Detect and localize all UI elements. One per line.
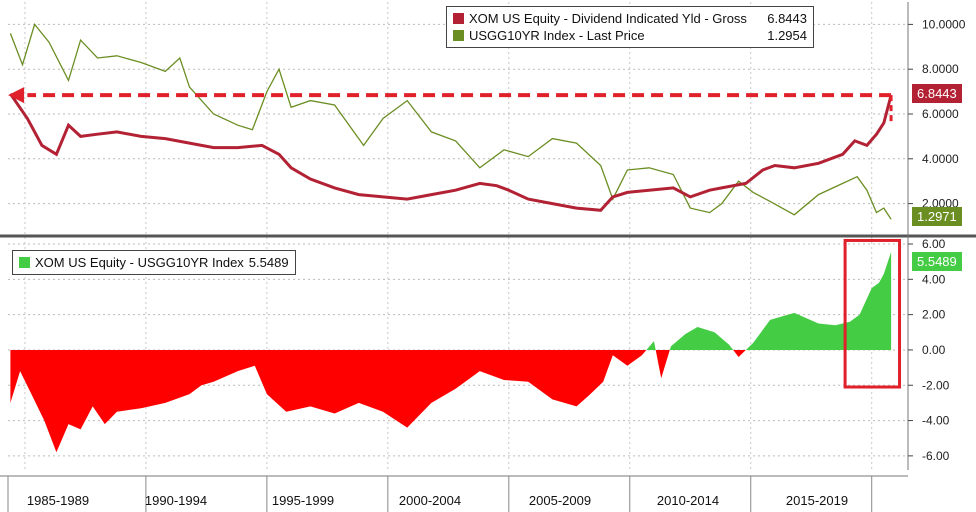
top-ytick-label-0: 10.0000 xyxy=(922,17,966,31)
legend-value-xom-yield: 6.8443 xyxy=(767,11,807,26)
series-line-xom-yield xyxy=(9,92,893,212)
legend-row-xom-yield: XOM US Equity - Dividend Indicated Yld -… xyxy=(453,10,807,27)
legend-row-spread: XOM US Equity - USGG10YR Index 5.5489 xyxy=(19,254,289,271)
top-legend: XOM US Equity - Dividend Indicated Yld -… xyxy=(446,6,814,48)
bottom-ytick-label-3: 0.00 xyxy=(922,343,946,357)
badge-spread: 5.5489 xyxy=(912,252,962,271)
x-label-1990-1994: 1990-1994 xyxy=(144,493,208,508)
legend-swatch-spread xyxy=(19,257,30,268)
series-line-usgg10yr xyxy=(9,23,892,220)
x-label-1985-1989: 1985-1989 xyxy=(26,493,90,508)
bottom-legend: XOM US Equity - USGG10YR Index 5.5489 xyxy=(12,250,296,275)
legend-value-spread: 5.5489 xyxy=(248,255,289,270)
x-label-1995-1999: 1995-1999 xyxy=(271,493,335,508)
legend-label-spread: XOM US Equity - USGG10YR Index xyxy=(35,255,244,270)
legend-swatch-xom-yield xyxy=(453,13,464,24)
legend-label-xom-yield: XOM US Equity - Dividend Indicated Yld -… xyxy=(469,11,747,26)
spread-area-positive xyxy=(646,251,892,350)
badge-usgg10yr: 1.2971 xyxy=(912,207,962,226)
badge-xom-yield: 6.8443 xyxy=(912,84,962,103)
top-ytick-label-2: 6.0000 xyxy=(922,107,959,121)
bottom-ytick-label-4: -2.00 xyxy=(922,378,950,392)
highlight-box xyxy=(843,238,902,389)
bottom-ytick-label-6: -6.00 xyxy=(922,449,950,463)
reference-arrowhead xyxy=(8,87,25,104)
top-ytick-label-1: 8.0000 xyxy=(922,62,959,76)
legend-value-usgg10yr: 1.2954 xyxy=(767,28,807,43)
legend-row-usgg10yr: USGG10YR Index - Last Price 1.2954 xyxy=(453,27,807,44)
legend-swatch-usgg10yr xyxy=(453,30,464,41)
bottom-ytick-label-2: 2.00 xyxy=(922,308,946,322)
spread-area-negative xyxy=(10,349,892,453)
x-label-2005-2009: 2005-2009 xyxy=(528,493,592,508)
top-ytick-label-3: 4.0000 xyxy=(922,152,959,166)
x-label-2000-2004: 2000-2004 xyxy=(398,493,462,508)
bottom-ytick-label-1: 4.00 xyxy=(922,272,946,286)
x-label-2015-2019: 2015-2019 xyxy=(785,493,849,508)
bottom-ytick-label-5: -4.00 xyxy=(922,414,950,428)
legend-label-usgg10yr: USGG10YR Index - Last Price xyxy=(469,28,645,43)
bottom-ytick-label-0: 6.00 xyxy=(922,237,946,251)
x-label-2010-2014: 2010-2014 xyxy=(656,493,720,508)
